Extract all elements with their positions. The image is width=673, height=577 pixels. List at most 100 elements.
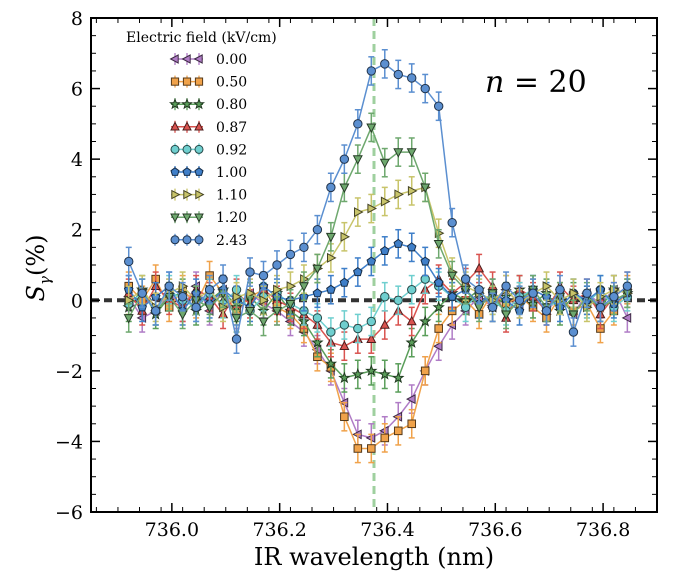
data-point xyxy=(218,274,228,284)
data-point xyxy=(542,281,553,292)
data-point xyxy=(285,249,296,260)
data-point xyxy=(622,281,633,291)
data-point xyxy=(124,295,135,306)
data-point xyxy=(312,264,323,275)
x-tick-label: 736.6 xyxy=(468,519,522,541)
legend-label: 1.20 xyxy=(216,210,247,226)
data-point xyxy=(367,444,376,453)
data-point xyxy=(353,119,363,129)
x-tick-label: 736.4 xyxy=(360,519,414,541)
data-point xyxy=(353,444,363,453)
legend-item-0.92: 0.92 xyxy=(170,142,247,158)
data-point xyxy=(406,148,417,158)
data-point xyxy=(353,323,363,334)
legend-marker xyxy=(170,167,180,176)
data-point xyxy=(123,314,134,324)
data-point xyxy=(432,300,445,313)
data-point xyxy=(582,288,592,298)
legend-label: 0.92 xyxy=(216,142,247,158)
data-point xyxy=(393,148,404,158)
x-tick-label: 736.0 xyxy=(145,519,199,541)
data-point xyxy=(271,307,283,317)
plot-area xyxy=(91,18,657,512)
data-point xyxy=(420,256,430,266)
data-point xyxy=(487,302,498,313)
data-point xyxy=(366,256,377,266)
legend-marker xyxy=(170,121,180,131)
legend-marker xyxy=(194,213,204,223)
legend-marker xyxy=(182,144,192,154)
data-point xyxy=(324,357,338,370)
data-point xyxy=(164,281,174,291)
y-tick-label: −6 xyxy=(55,502,83,524)
legend-marker xyxy=(182,77,192,86)
data-point xyxy=(595,302,606,313)
data-point xyxy=(621,312,632,323)
data-point xyxy=(366,333,377,343)
x-axis-label: IR wavelength (nm) xyxy=(254,543,494,571)
legend-marker xyxy=(182,167,192,176)
data-point xyxy=(285,300,296,310)
legend-label: 0.50 xyxy=(216,75,247,91)
data-point xyxy=(339,340,350,350)
data-point xyxy=(378,367,391,380)
data-point xyxy=(609,292,619,302)
y-tick-label: −4 xyxy=(55,431,83,453)
data-point xyxy=(406,242,417,252)
data-point xyxy=(380,245,390,255)
data-point xyxy=(326,327,336,337)
data-point xyxy=(433,341,443,352)
data-point xyxy=(339,183,350,194)
data-point xyxy=(433,101,444,111)
data-point xyxy=(231,314,242,324)
data-point xyxy=(407,285,417,295)
data-point xyxy=(367,203,377,214)
legend-marker xyxy=(193,54,203,64)
data-point xyxy=(474,262,485,273)
data-point xyxy=(366,66,377,76)
data-point xyxy=(434,324,443,333)
data-point xyxy=(204,285,215,295)
y-tick-label: 6 xyxy=(71,79,83,101)
legend-marker xyxy=(192,97,206,110)
data-point xyxy=(569,288,580,299)
data-point xyxy=(380,59,390,69)
legend-label: 1.10 xyxy=(216,188,247,204)
data-point xyxy=(191,302,201,313)
legend-label: 0.80 xyxy=(216,97,247,113)
data-point xyxy=(447,217,457,228)
data-point xyxy=(460,274,471,284)
legend-item-1.20: 1.20 xyxy=(170,210,247,226)
data-point xyxy=(231,334,242,344)
data-point xyxy=(568,310,579,321)
data-point xyxy=(392,371,405,384)
axes: 736.0 736.2 736.4 736.6 736.8 −6 −4 −2 0 2 4 6 8 xyxy=(55,8,658,541)
data-point xyxy=(447,291,457,301)
y-tick-label: 2 xyxy=(71,220,83,242)
legend-item-2.43: 2.43 xyxy=(170,233,247,249)
legend-marker xyxy=(171,189,181,200)
data-point xyxy=(137,288,147,298)
legend-marker xyxy=(194,77,204,86)
legend-label: 0.87 xyxy=(216,120,247,136)
data-point xyxy=(258,270,269,281)
legend-item-0.80: 0.80 xyxy=(168,97,247,113)
legend-title: Electric field (kV/cm) xyxy=(126,30,277,46)
data-point xyxy=(312,225,323,235)
data-point xyxy=(365,364,378,377)
legend-marker xyxy=(169,54,179,64)
data-point xyxy=(541,306,552,316)
legend-marker xyxy=(180,97,194,110)
data-point xyxy=(325,232,336,243)
legend-marker xyxy=(194,167,204,176)
legend-marker xyxy=(194,121,204,131)
data-point xyxy=(380,292,390,302)
data-point xyxy=(246,288,256,299)
data-point xyxy=(354,207,364,218)
y-tick-label: 4 xyxy=(71,149,83,171)
data-point xyxy=(406,394,416,405)
data-point xyxy=(311,336,324,348)
data-point xyxy=(514,295,525,305)
data-point xyxy=(394,189,404,200)
data-point xyxy=(351,367,364,380)
